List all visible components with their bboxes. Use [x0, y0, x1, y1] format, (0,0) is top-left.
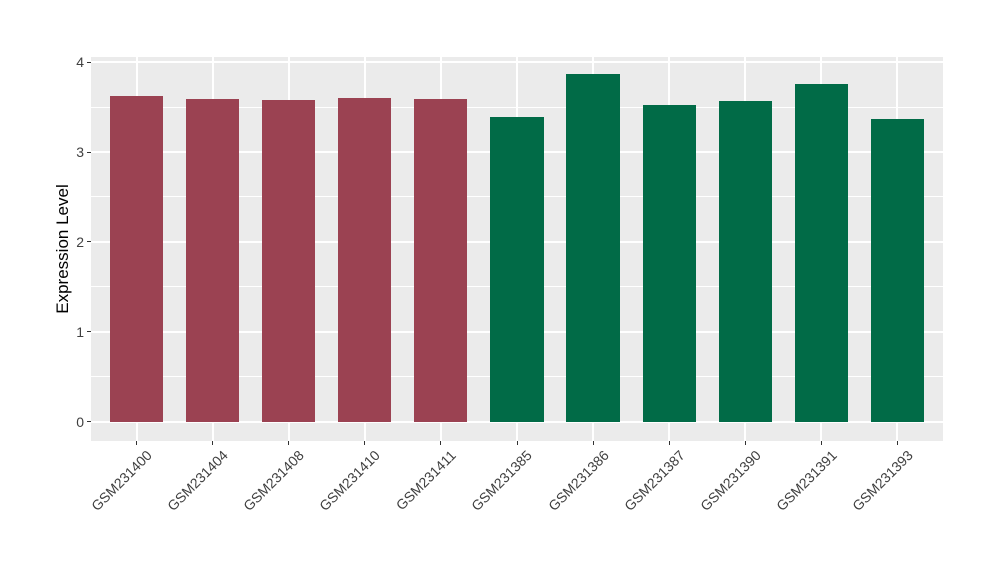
x-tick-label: GSM231386 [544, 447, 612, 514]
x-tick-label: GSM231387 [620, 447, 688, 514]
bar-GSM231410 [338, 98, 392, 422]
plot-panel [91, 57, 943, 441]
x-tick-label: GSM231411 [393, 447, 460, 514]
x-tick-label: GSM231408 [240, 447, 308, 514]
y-tick [87, 151, 91, 153]
x-tick-label: GSM231390 [696, 447, 764, 514]
bar-GSM231393 [870, 118, 924, 422]
bar-GSM231404 [186, 99, 240, 422]
x-tick-label: GSM231393 [848, 447, 916, 514]
x-tick [896, 441, 898, 445]
x-tick [820, 441, 822, 445]
bar-GSM231411 [414, 99, 468, 422]
y-tick-label: 0 [76, 413, 84, 430]
y-tick [87, 331, 91, 333]
x-tick [364, 441, 366, 445]
x-tick-label: GSM231404 [164, 447, 232, 514]
x-tick [668, 441, 670, 445]
x-tick [744, 441, 746, 445]
bar-GSM231390 [718, 100, 772, 422]
y-tick [87, 241, 91, 243]
y-tick [87, 61, 91, 63]
bar-GSM231391 [794, 83, 848, 422]
x-tick [136, 441, 138, 445]
x-tick [288, 441, 290, 445]
bar-GSM231400 [110, 96, 164, 422]
x-tick [440, 441, 442, 445]
x-tick-label: GSM231400 [88, 447, 155, 514]
bar-GSM231385 [490, 116, 544, 422]
y-tick-label: 4 [76, 54, 84, 71]
x-tick [516, 441, 518, 445]
x-tick [592, 441, 594, 445]
x-tick-label: GSM231410 [316, 447, 384, 514]
bar-GSM231387 [642, 105, 696, 422]
y-tick [87, 421, 91, 423]
bar-GSM231408 [262, 99, 316, 422]
y-tick-label: 3 [76, 144, 84, 160]
x-tick-label: GSM231391 [772, 447, 840, 514]
y-tick-label: 2 [76, 233, 84, 250]
y-tick-label: 1 [76, 323, 84, 340]
x-tick-label: GSM231385 [468, 447, 536, 514]
x-tick [212, 441, 214, 445]
bar-GSM231386 [566, 73, 620, 422]
